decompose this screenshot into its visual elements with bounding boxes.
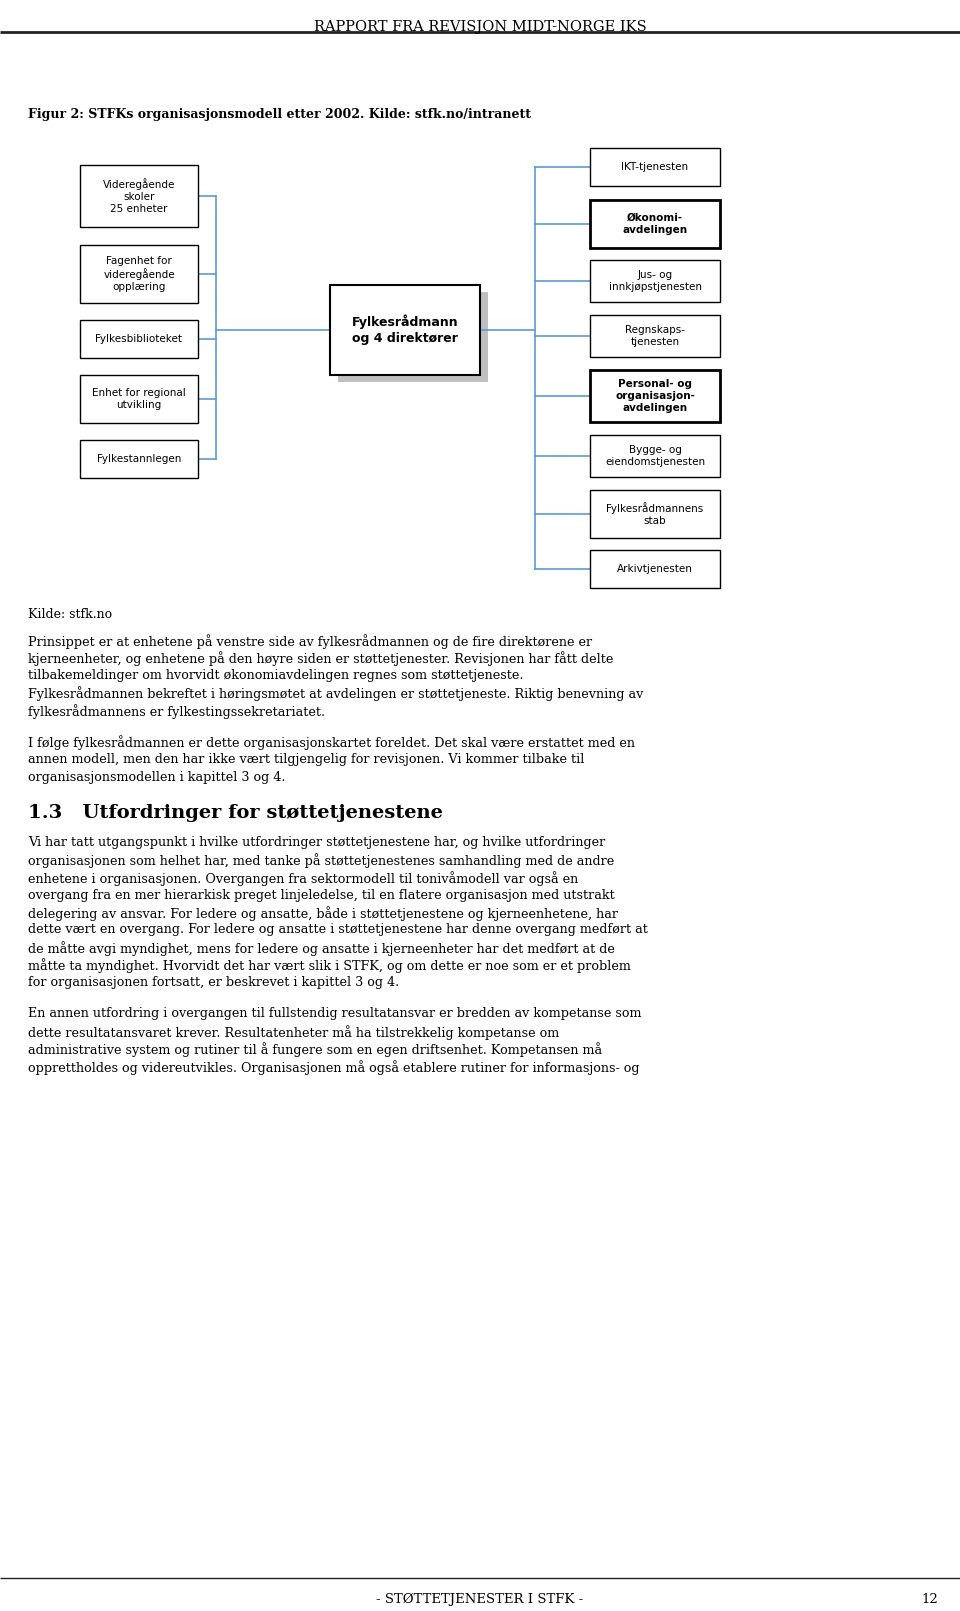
Text: 1.3   Utfordringer for støttetjenestene: 1.3 Utfordringer for støttetjenestene xyxy=(28,804,443,822)
Text: Fylkesrådmannen bekreftet i høringsmøtet at avdelingen er støttetjeneste. Riktig: Fylkesrådmannen bekreftet i høringsmøtet… xyxy=(28,686,643,701)
Text: delegering av ansvar. For ledere og ansatte, både i støttetjenestene og kjerneen: delegering av ansvar. For ledere og ansa… xyxy=(28,905,618,921)
FancyBboxPatch shape xyxy=(80,375,198,424)
Text: tilbakemeldinger om hvorvidt økonomiavdelingen regnes som støttetjeneste.: tilbakemeldinger om hvorvidt økonomiavde… xyxy=(28,669,523,681)
FancyBboxPatch shape xyxy=(330,285,480,375)
Text: enhetene i organisasjonen. Overgangen fra sektormodell til tonivåmodell var også: enhetene i organisasjonen. Overgangen fr… xyxy=(28,872,578,886)
Text: administrative system og rutiner til å fungere som en egen driftsenhet. Kompetan: administrative system og rutiner til å f… xyxy=(28,1042,602,1057)
Text: I følge fylkesrådmannen er dette organisasjonskartet foreldet. Det skal være ers: I følge fylkesrådmannen er dette organis… xyxy=(28,736,635,751)
Text: Kilde: stfk.no: Kilde: stfk.no xyxy=(28,607,112,620)
Text: fylkesrådmannens er fylkestingssekretariatet.: fylkesrådmannens er fylkestingssekretari… xyxy=(28,704,325,719)
FancyBboxPatch shape xyxy=(590,200,720,248)
FancyBboxPatch shape xyxy=(80,245,198,303)
Text: Fylkesrådmannens
stab: Fylkesrådmannens stab xyxy=(607,503,704,525)
Text: Videregående
skoler
25 enheter: Videregående skoler 25 enheter xyxy=(103,179,175,214)
Text: Fylkesrådmann
og 4 direktører: Fylkesrådmann og 4 direktører xyxy=(351,314,458,345)
Text: IKT-tjenesten: IKT-tjenesten xyxy=(621,163,688,172)
Text: annen modell, men den har ikke vært tilgjengelig for revisjonen. Vi kommer tilba: annen modell, men den har ikke vært tilg… xyxy=(28,752,585,765)
Text: Økonomi-
avdelingen: Økonomi- avdelingen xyxy=(622,213,687,235)
FancyBboxPatch shape xyxy=(80,164,198,227)
Text: de måtte avgi myndighet, mens for ledere og ansatte i kjerneenheter har det medf: de måtte avgi myndighet, mens for ledere… xyxy=(28,941,614,955)
Text: En annen utfordring i overgangen til fullstendig resultatansvar er bredden av ko: En annen utfordring i overgangen til ful… xyxy=(28,1007,641,1020)
Text: Vi har tatt utgangspunkt i hvilke utfordringer støttetjenestene har, og hvilke u: Vi har tatt utgangspunkt i hvilke utford… xyxy=(28,836,605,849)
Text: - STØTTETJENESTER I STFK -: - STØTTETJENESTER I STFK - xyxy=(376,1593,584,1606)
Text: overgang fra en mer hierarkisk preget linjeledelse, til en flatere organisasjon : overgang fra en mer hierarkisk preget li… xyxy=(28,889,614,902)
FancyBboxPatch shape xyxy=(80,321,198,358)
Text: Fylkesbiblioteket: Fylkesbiblioteket xyxy=(95,333,182,345)
Text: Enhet for regional
utvikling: Enhet for regional utvikling xyxy=(92,388,186,409)
FancyBboxPatch shape xyxy=(80,440,198,478)
FancyBboxPatch shape xyxy=(590,371,720,422)
Text: dette resultatansvaret krever. Resultatenheter må ha tilstrekkelig kompetanse om: dette resultatansvaret krever. Resultate… xyxy=(28,1025,560,1039)
FancyBboxPatch shape xyxy=(338,292,488,382)
Text: Arkivtjenesten: Arkivtjenesten xyxy=(617,564,693,574)
FancyBboxPatch shape xyxy=(590,549,720,588)
Text: 12: 12 xyxy=(922,1593,938,1606)
FancyBboxPatch shape xyxy=(590,435,720,477)
FancyBboxPatch shape xyxy=(590,316,720,358)
Text: Fylkestannlegen: Fylkestannlegen xyxy=(97,454,181,464)
Text: for organisasjonen fortsatt, er beskrevet i kapittel 3 og 4.: for organisasjonen fortsatt, er beskreve… xyxy=(28,976,399,989)
Text: dette vært en overgang. For ledere og ansatte i støttetjenestene har denne overg: dette vært en overgang. For ledere og an… xyxy=(28,923,648,936)
Text: måtte ta myndighet. Hvorvidt det har vært slik i STFK, og om dette er noe som er: måtte ta myndighet. Hvorvidt det har vær… xyxy=(28,959,631,973)
FancyBboxPatch shape xyxy=(590,490,720,538)
Text: organisasjonsmodellen i kapittel 3 og 4.: organisasjonsmodellen i kapittel 3 og 4. xyxy=(28,770,285,783)
FancyBboxPatch shape xyxy=(590,259,720,301)
Text: Regnskaps-
tjenesten: Regnskaps- tjenesten xyxy=(625,325,685,346)
Text: Fagenhet for
videregående
opplæring: Fagenhet for videregående opplæring xyxy=(103,256,175,292)
Text: Personal- og
organisasjon-
avdelingen: Personal- og organisasjon- avdelingen xyxy=(615,380,695,412)
Text: RAPPORT FRA REVISJON MIDT-NORGE IKS: RAPPORT FRA REVISJON MIDT-NORGE IKS xyxy=(314,19,646,34)
Text: Prinsippet er at enhetene på venstre side av fylkesrådmannen og de fire direktør: Prinsippet er at enhetene på venstre sid… xyxy=(28,635,592,649)
Text: Jus- og
innkjøpstjenesten: Jus- og innkjøpstjenesten xyxy=(609,271,702,292)
Text: organisasjonen som helhet har, med tanke på støttetjenestenes samhandling med de: organisasjonen som helhet har, med tanke… xyxy=(28,854,614,868)
Text: kjerneenheter, og enhetene på den høyre siden er støttetjenester. Revisjonen har: kjerneenheter, og enhetene på den høyre … xyxy=(28,651,613,667)
FancyBboxPatch shape xyxy=(590,148,720,185)
Text: Figur 2: STFKs organisasjonsmodell etter 2002. Kilde: stfk.no/intranett: Figur 2: STFKs organisasjonsmodell etter… xyxy=(28,108,531,121)
Text: opprettholdes og videreutvikles. Organisasjonen må også etablere rutiner for inf: opprettholdes og videreutvikles. Organis… xyxy=(28,1060,639,1075)
Text: Bygge- og
eiendomstjenesten: Bygge- og eiendomstjenesten xyxy=(605,445,705,467)
